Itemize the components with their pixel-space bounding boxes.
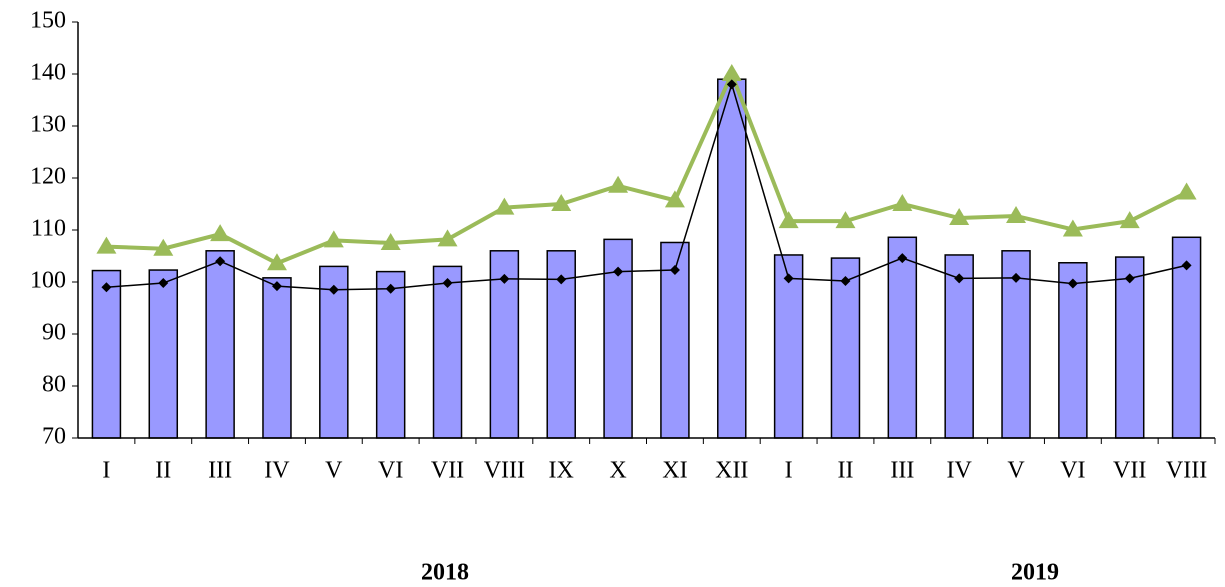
point xyxy=(783,273,794,284)
point xyxy=(323,230,344,248)
point xyxy=(380,233,401,250)
x-tick-label: II xyxy=(837,458,853,484)
x-tick-label: VIII xyxy=(1166,458,1207,484)
year-label: 2019 xyxy=(1011,560,1059,586)
point xyxy=(664,190,685,208)
point xyxy=(1067,278,1078,289)
x-tick-label: VI xyxy=(1060,458,1085,484)
point xyxy=(721,64,742,81)
point xyxy=(442,278,453,289)
point xyxy=(669,265,680,276)
bar xyxy=(1114,256,1145,439)
point xyxy=(892,194,913,211)
point xyxy=(101,282,112,293)
x-tick-label: V xyxy=(1007,458,1025,484)
y-tick-label: 110 xyxy=(31,216,66,242)
bar xyxy=(262,277,292,439)
x-tick-label: III xyxy=(208,458,232,484)
x-tick-label: VII xyxy=(1113,458,1146,484)
x-tick-label: IX xyxy=(549,458,574,484)
x-tick-label: I xyxy=(785,458,793,484)
point xyxy=(835,211,856,229)
y-tick-label: 140 xyxy=(30,60,66,86)
bar xyxy=(91,269,122,439)
point xyxy=(954,273,965,284)
point xyxy=(1124,273,1135,284)
y-tick-label: 120 xyxy=(30,164,66,190)
point xyxy=(153,238,174,256)
x-tick-label: XII xyxy=(715,458,748,484)
x-tick-label: IV xyxy=(947,458,973,484)
bar xyxy=(830,257,861,439)
x-tick-label: VII xyxy=(431,458,464,484)
y-tick-label: 100 xyxy=(30,268,66,294)
point xyxy=(437,229,458,247)
x-tick-label: VIII xyxy=(484,458,525,484)
x-tick-label: VI xyxy=(378,458,403,484)
point xyxy=(1006,205,1027,223)
line xyxy=(106,81,1187,291)
x-tick-label: X xyxy=(609,458,626,484)
bar xyxy=(432,265,463,439)
point xyxy=(613,266,624,277)
point xyxy=(551,194,572,211)
bar xyxy=(1058,262,1088,439)
point xyxy=(608,175,629,193)
point xyxy=(949,208,970,226)
point xyxy=(158,278,169,289)
point xyxy=(96,236,117,254)
x-tick-label: XI xyxy=(662,458,687,484)
y-tick-label: 130 xyxy=(30,112,66,138)
y-tick-label: 90 xyxy=(42,320,66,346)
bar xyxy=(319,265,349,439)
bar xyxy=(887,236,918,439)
point xyxy=(1181,260,1192,271)
bar xyxy=(944,254,974,439)
point xyxy=(266,253,287,271)
point xyxy=(215,256,226,267)
x-tick-label: III xyxy=(890,458,914,484)
point xyxy=(897,253,908,264)
bar xyxy=(205,250,235,439)
point xyxy=(494,197,515,215)
bar xyxy=(717,78,747,439)
point xyxy=(1062,219,1083,237)
year-label: 2018 xyxy=(421,560,469,586)
line xyxy=(106,68,1188,266)
x-tick-label: IV xyxy=(264,458,290,484)
y-tick-label: 150 xyxy=(30,8,66,34)
point xyxy=(271,281,282,292)
bar xyxy=(1171,236,1202,439)
bar xyxy=(148,269,179,439)
bar xyxy=(773,254,804,439)
point xyxy=(328,284,339,295)
point xyxy=(210,224,231,242)
point xyxy=(840,275,851,286)
x-tick-label: V xyxy=(325,458,343,484)
point xyxy=(778,211,799,229)
point xyxy=(556,274,567,285)
point xyxy=(385,283,396,294)
x-tick-label: I xyxy=(102,458,110,484)
y-tick-label: 80 xyxy=(42,372,66,398)
y-tick-label: 70 xyxy=(42,424,66,450)
point xyxy=(1119,211,1140,229)
point xyxy=(1176,182,1197,200)
point xyxy=(499,273,510,284)
bar xyxy=(375,270,406,439)
point xyxy=(726,79,737,90)
x-tick-label: II xyxy=(155,458,171,484)
point xyxy=(1011,272,1022,283)
